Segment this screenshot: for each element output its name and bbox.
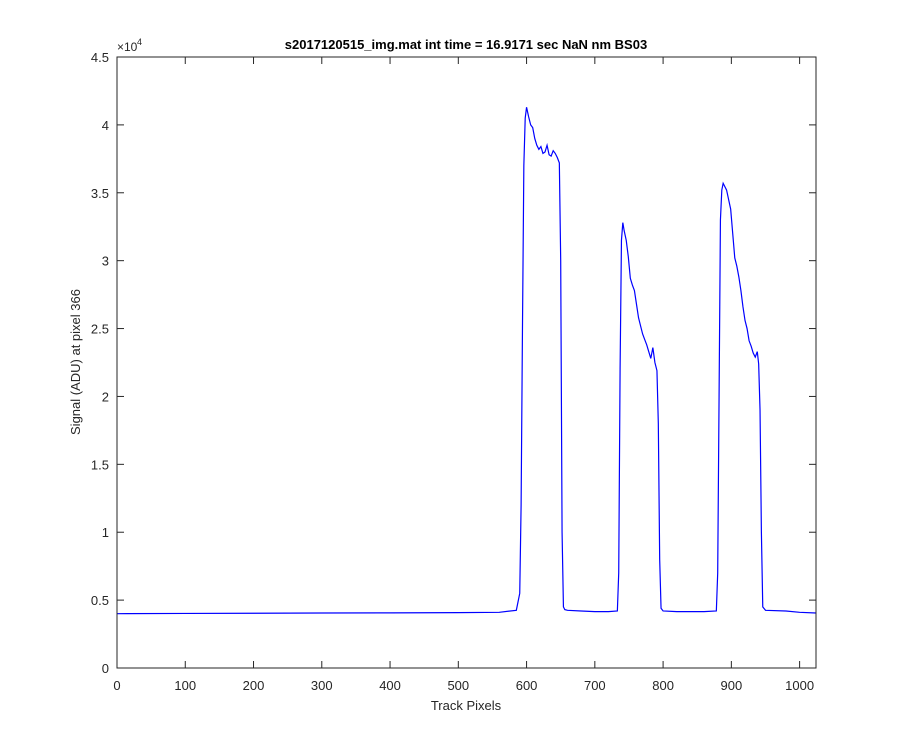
y-exponent-power: 4: [137, 37, 142, 47]
y-tick-label: 0: [102, 661, 109, 676]
y-tick-label: 1: [102, 525, 109, 540]
x-tick-label: 300: [311, 678, 333, 693]
x-tick-label: 800: [652, 678, 674, 693]
x-tick-label: 0: [113, 678, 120, 693]
y-axis-label: Signal (ADU) at pixel 366: [68, 289, 83, 435]
x-tick-label: 900: [721, 678, 743, 693]
axes-box: [116, 56, 817, 669]
y-exponent-base: ×10: [117, 40, 138, 54]
y-tick-label: 0.5: [91, 593, 109, 608]
y-axis-ticks: 0 0.5 1 1.5 2 2.5 3 3.5 4 4.5: [91, 50, 816, 676]
x-axis-label: Track Pixels: [431, 698, 502, 713]
signal-series-line: [116, 107, 817, 615]
chart-title: s2017120515_img.mat int time = 16.9171 s…: [285, 37, 647, 52]
y-tick-label: 4.5: [91, 50, 109, 65]
y-tick-label: 4: [102, 118, 109, 133]
x-tick-label: 1000: [785, 678, 814, 693]
x-tick-label: 700: [584, 678, 606, 693]
y-exponent-label: ×10 4: [117, 37, 142, 54]
y-tick-label: 3: [102, 254, 109, 269]
x-tick-label: 500: [447, 678, 469, 693]
x-tick-label: 600: [516, 678, 538, 693]
y-tick-label: 3.5: [91, 186, 109, 201]
x-axis-ticks: 0 100 200 300 400 500 600 700 800 900 1000: [113, 57, 814, 693]
y-tick-label: 2: [102, 389, 109, 404]
y-tick-label: 2.5: [91, 322, 109, 337]
x-tick-label: 100: [174, 678, 196, 693]
plot-area: [117, 57, 816, 668]
x-tick-label: 200: [243, 678, 265, 693]
x-tick-label: 400: [379, 678, 401, 693]
y-tick-label: 1.5: [91, 457, 109, 472]
